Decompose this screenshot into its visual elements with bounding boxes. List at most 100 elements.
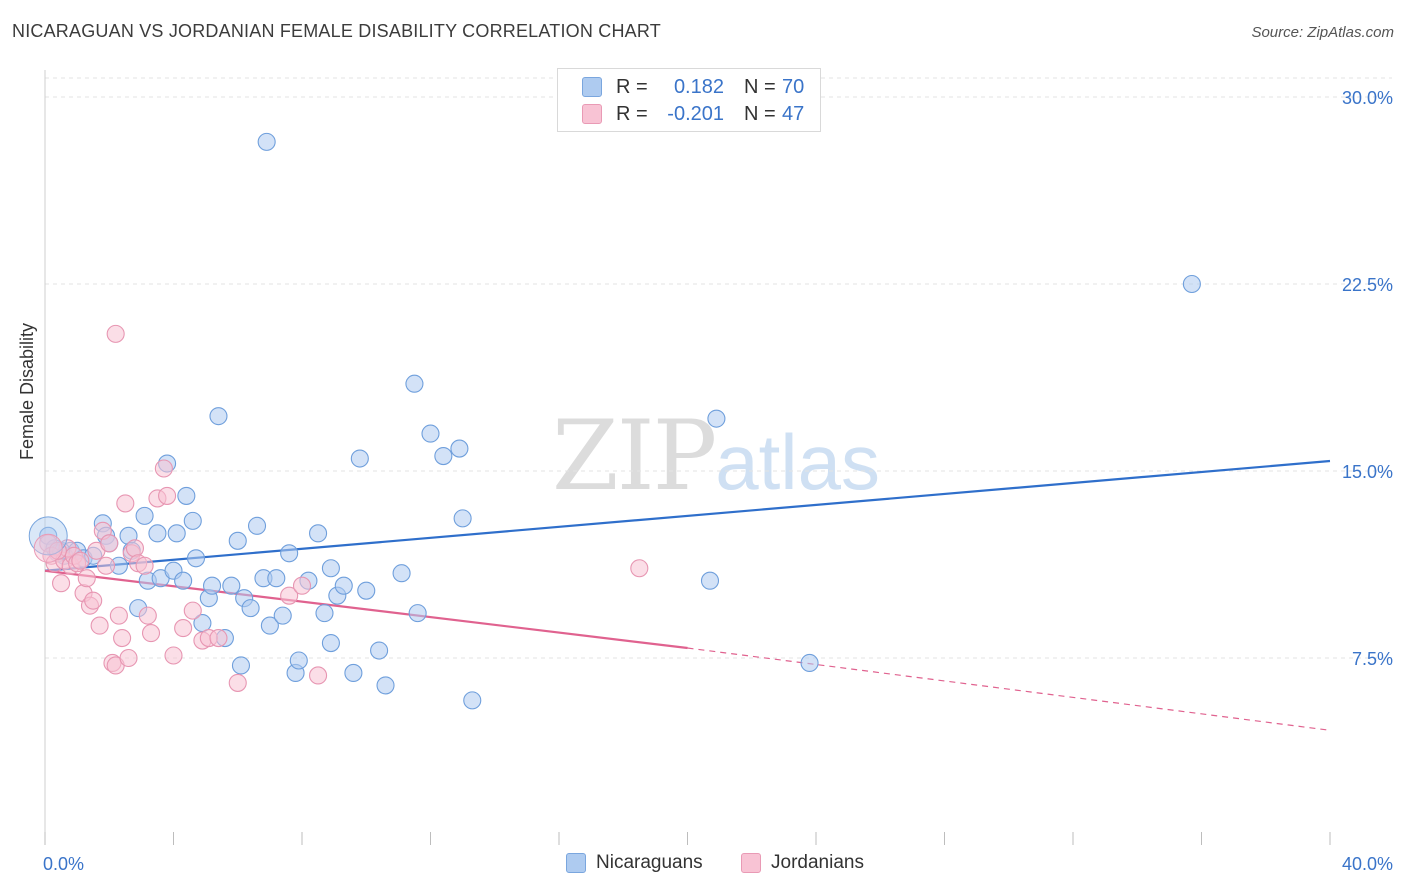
- point-nicaraguans: [463, 691, 482, 710]
- point-nicaraguans: [800, 653, 819, 673]
- legend-swatch-jordanians: [582, 104, 602, 124]
- point-nicaraguans: [209, 407, 228, 426]
- x-tick-label: 0.0%: [43, 854, 84, 874]
- point-jordanians: [113, 629, 132, 648]
- point-nicaraguans: [357, 581, 376, 600]
- chart-title: NICARAGUAN VS JORDANIAN FEMALE DISABILIT…: [12, 21, 661, 41]
- legend-item-jordanians[interactable]: Jordanians: [741, 852, 864, 874]
- point-jordanians: [100, 534, 119, 553]
- legend-r-value: -0.201: [667, 102, 724, 125]
- point-nicaraguans: [453, 509, 472, 528]
- legend-label-nicaraguans: Nicaraguans: [596, 852, 703, 873]
- point-nicaraguans: [350, 449, 369, 468]
- point-nicaraguans: [273, 606, 292, 625]
- point-nicaraguans: [309, 524, 328, 543]
- point-nicaraguans: [392, 564, 411, 583]
- watermark-zip: ZIP: [552, 400, 717, 512]
- point-jordanians: [158, 486, 177, 505]
- point-nicaraguans: [1182, 274, 1201, 294]
- point-nicaraguans: [450, 439, 469, 458]
- point-nicaraguans: [376, 676, 395, 695]
- point-jordanians: [116, 494, 135, 513]
- grid-lines: [45, 77, 1392, 659]
- point-jordanians: [164, 646, 183, 665]
- tick-labels: 7.5% 15.0% 22.5% 30.0% 0.0% 40.0%: [43, 88, 1393, 874]
- legend-r-label: R =: [616, 102, 648, 125]
- stats-legend: R = 0.182 N = 70 R = -0.201 N = 47: [557, 68, 821, 132]
- trend-line-jordanians-extension: [687, 647, 1331, 731]
- point-nicaraguans: [370, 641, 389, 660]
- point-jordanians: [183, 601, 202, 620]
- point-nicaraguans: [405, 374, 424, 393]
- point-nicaraguans: [344, 663, 363, 683]
- watermark: ZIPatlas: [552, 400, 880, 512]
- point-nicaraguans: [135, 506, 154, 525]
- point-nicaraguans: [700, 571, 720, 590]
- point-nicaraguans: [321, 559, 340, 578]
- trend-line-nicaraguans: [44, 459, 1331, 572]
- point-jordanians: [96, 556, 116, 575]
- point-nicaraguans: [174, 571, 193, 590]
- data-points: [28, 132, 1201, 710]
- point-jordanians: [77, 569, 96, 588]
- point-nicaraguans: [183, 511, 202, 530]
- point-nicaraguans: [222, 576, 241, 595]
- point-jordanians: [125, 539, 144, 558]
- point-nicaraguans: [247, 516, 267, 535]
- legend-swatch-nicaraguans: [566, 853, 586, 873]
- point-jordanians: [71, 551, 90, 570]
- point-nicaraguans: [289, 651, 308, 670]
- y-tick-label: 22.5%: [1342, 275, 1393, 295]
- legend-r-label: R =: [616, 75, 648, 98]
- point-jordanians: [138, 606, 157, 625]
- axes: [44, 70, 1331, 845]
- x-tick-label: 40.0%: [1342, 854, 1393, 874]
- point-nicaraguans: [257, 132, 276, 151]
- legend-n-label: N =: [744, 102, 776, 125]
- point-jordanians: [209, 629, 228, 648]
- y-tick-label: 15.0%: [1342, 462, 1393, 482]
- legend-row-nicaraguans: R = 0.182 N = 70: [582, 74, 804, 100]
- point-nicaraguans: [321, 633, 340, 653]
- point-nicaraguans: [434, 446, 453, 466]
- y-tick-label: 7.5%: [1352, 649, 1393, 669]
- point-nicaraguans: [203, 576, 222, 595]
- point-nicaraguans: [260, 616, 279, 635]
- legend-swatch-jordanians: [741, 853, 761, 873]
- y-axis-label: Female Disability: [17, 322, 37, 460]
- point-jordanians: [135, 556, 154, 575]
- legend-n-value: 47: [782, 102, 805, 125]
- point-nicaraguans-cluster: [28, 516, 68, 556]
- point-jordanians: [84, 591, 103, 610]
- point-nicaraguans: [186, 549, 206, 568]
- watermark-atlas: atlas: [715, 418, 880, 506]
- point-nicaraguans: [267, 569, 286, 588]
- y-tick-label: 30.0%: [1342, 88, 1393, 108]
- point-jordanians: [630, 559, 649, 578]
- point-jordanians: [292, 576, 312, 595]
- point-jordanians: [228, 673, 247, 692]
- point-jordanians: [309, 666, 328, 685]
- point-nicaraguans: [421, 424, 440, 443]
- point-jordanians: [109, 606, 128, 625]
- point-nicaraguans: [315, 604, 334, 623]
- legend-r-value: 0.182: [673, 75, 724, 98]
- point-nicaraguans: [177, 486, 196, 505]
- legend-n-label: N =: [744, 75, 776, 98]
- point-jordanians: [119, 648, 138, 668]
- point-nicaraguans: [148, 524, 167, 543]
- point-nicaraguans: [334, 576, 353, 595]
- legend-item-nicaraguans[interactable]: Nicaraguans: [566, 852, 703, 874]
- point-jordanians: [280, 586, 299, 605]
- legend-row-jordanians: R = -0.201 N = 47: [582, 101, 804, 127]
- legend-swatch-nicaraguans: [582, 77, 602, 97]
- point-nicaraguans: [167, 524, 186, 543]
- point-jordanians: [106, 324, 125, 343]
- series-legend: Nicaraguans Jordanians: [0, 852, 1406, 878]
- point-jordanians-cluster: [33, 533, 63, 563]
- legend-label-jordanians: Jordanians: [771, 852, 864, 873]
- source-label: Source: ZipAtlas.com: [1251, 24, 1394, 41]
- point-nicaraguans: [408, 604, 427, 623]
- point-jordanians: [154, 459, 173, 478]
